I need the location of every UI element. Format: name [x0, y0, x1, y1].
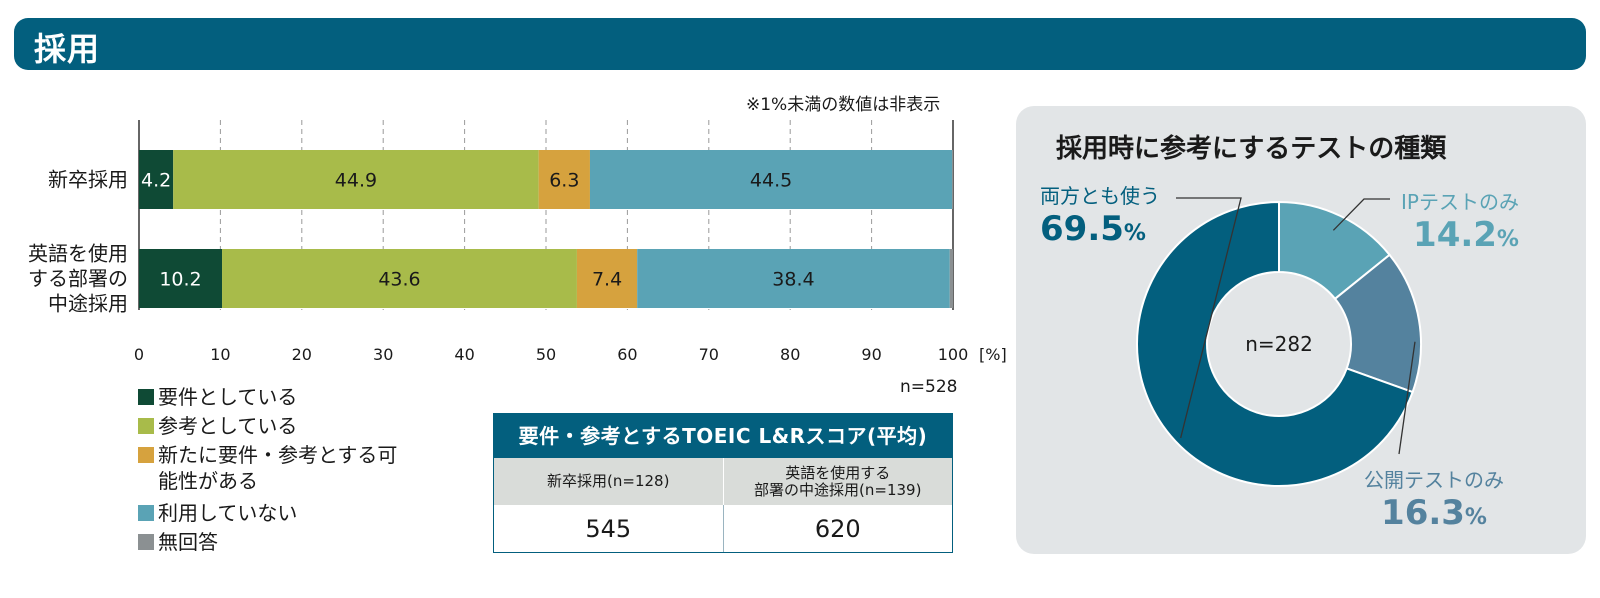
sample-size-label: n=528 — [900, 377, 958, 397]
donut-slice-label: IPテストのみ 14.2% — [1401, 186, 1519, 255]
donut-slice-percent: 14.2% — [1413, 215, 1519, 255]
bar-segment — [139, 249, 223, 308]
x-tick-label: 90 — [861, 345, 881, 364]
donut-slice — [1136, 200, 1414, 487]
score-col-new-grad-header: 新卒採用(n=128) — [547, 472, 670, 490]
stacked-bar-chart: 0 10 20 30 40 50 60 70 80 90 100 [%] 4.2 44.9 6.3 44.5 新… — [28, 120, 1007, 364]
legend-swatch — [138, 418, 154, 434]
legend-swatch — [138, 505, 154, 521]
x-tick-label: 20 — [292, 345, 312, 364]
legend-label: 新たに要件・参考とする可能性がある — [158, 443, 398, 493]
x-tick-label: 10 — [210, 345, 230, 364]
bar-value-label: 4.2 — [141, 170, 171, 192]
bar-segment — [538, 150, 590, 209]
legend-swatch — [138, 447, 154, 463]
x-tick-label: 80 — [780, 345, 800, 364]
score-table-title: 要件・参考とするTOEIC L&Rスコア(平均) — [494, 414, 952, 458]
x-tick-label: 0 — [134, 345, 144, 364]
x-unit-label: [%] — [979, 345, 1007, 364]
category-label: 新卒採用 — [48, 168, 128, 192]
bar-segment — [576, 249, 638, 308]
header-bar: 採用 — [14, 18, 1586, 70]
bar-value-label: 43.6 — [378, 269, 420, 291]
legend-swatch — [138, 389, 154, 405]
legend-label: 要件としている — [158, 385, 298, 409]
x-tick-label: 70 — [699, 345, 719, 364]
leader-line — [1332, 198, 1390, 231]
donut-center-label: n=282 — [1245, 332, 1313, 356]
bar-segment — [139, 150, 174, 209]
score-table-value-row: 545 620 — [494, 505, 952, 552]
legend-label: 利用していない — [158, 501, 298, 525]
bar-segment — [589, 150, 953, 209]
score-new-grad-value: 545 — [585, 514, 632, 543]
category-label: 中途採用 — [48, 292, 128, 316]
x-tick-label: 60 — [617, 345, 637, 364]
donut-title: 採用時に参考にするテストの種類 — [1056, 134, 1447, 164]
legend-swatch — [138, 534, 154, 550]
score-midcareer-value: 620 — [722, 505, 953, 552]
bar-value-label: 44.9 — [335, 170, 377, 192]
bar-segment — [173, 150, 539, 209]
bar-value-label: 6.3 — [549, 170, 579, 192]
score-col-midcareer-header: 英語を使用する 部署の中途採用(n=139) — [722, 458, 953, 505]
bar-segment — [949, 249, 953, 308]
bar-value-label: 7.4 — [592, 269, 622, 291]
donut-slice-percent: 69.5% — [1040, 209, 1146, 249]
legend-label: 参考としている — [158, 414, 298, 438]
score-col-midcareer-header-line2: 部署の中途採用(n=139) — [754, 480, 922, 499]
x-tick-label: 50 — [536, 345, 556, 364]
test-type-panel: n=282 採用時に参考にするテストの種類 IPテストのみ 14.2% 公開テストの… — [1016, 106, 1586, 554]
score-col-midcareer-header-line1: 英語を使用する — [785, 463, 891, 482]
bar-segment — [637, 249, 950, 308]
bar-segment — [952, 150, 953, 209]
footnote: ※1%未満の数値は非表示 — [746, 95, 941, 115]
bar-value-label: 38.4 — [772, 269, 814, 291]
donut-slice-name: 両方とも使う — [1040, 184, 1160, 208]
page-title: 採用 — [34, 30, 101, 68]
score-table-header-row: 新卒採用(n=128) 英語を使用する 部署の中途採用(n=139) — [494, 458, 952, 505]
x-tick-label: 100 — [938, 345, 969, 364]
donut-slice-label: 公開テストのみ 16.3% — [1364, 464, 1504, 533]
category-label: 英語を使用 — [28, 242, 128, 266]
category-label: する部署の — [28, 267, 128, 291]
legend-label: 無回答 — [158, 530, 218, 554]
donut-chart: n=282 — [1136, 197, 1422, 487]
donut-slice-percent: 16.3% — [1381, 493, 1487, 533]
bar-value-label: 44.5 — [750, 170, 792, 192]
donut-slice-name: 公開テストのみ — [1364, 468, 1504, 492]
donut-slice-name: IPテストのみ — [1401, 190, 1519, 214]
leader-line — [1398, 341, 1416, 455]
leader-line — [1176, 197, 1242, 439]
x-tick-label: 30 — [373, 345, 393, 364]
bar-segment — [222, 249, 577, 308]
bar-value-label: 10.2 — [159, 269, 201, 291]
score-table: 要件・参考とするTOEIC L&Rスコア(平均) 新卒採用(n=128) 英語を… — [493, 413, 953, 553]
x-tick-label: 40 — [454, 345, 474, 364]
donut-slice-label: 両方とも使う 69.5% — [1040, 180, 1160, 249]
